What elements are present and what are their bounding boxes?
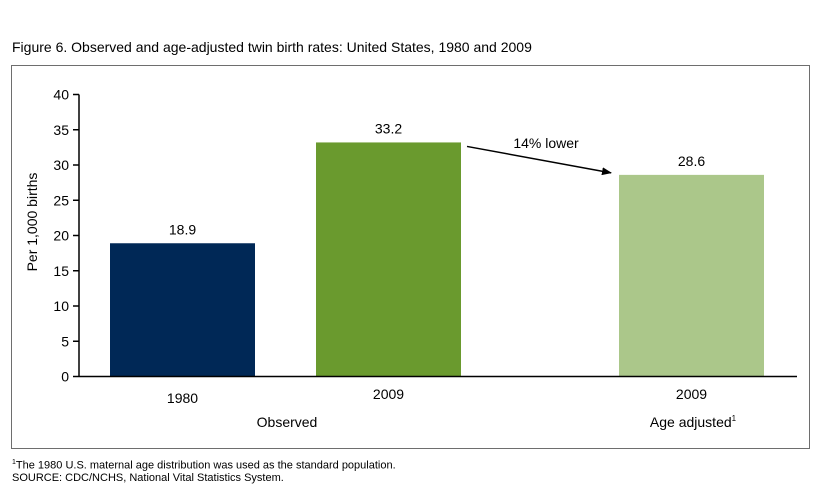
group-labels: Observed Age adjusted1 [257, 414, 737, 430]
y-tick-label: 20 [53, 228, 69, 244]
footnote-marker: 1 [12, 459, 16, 466]
bar [619, 174, 764, 377]
chart-frame [11, 65, 810, 449]
chart-title: Figure 6. Observed and age-adjusted twin… [12, 39, 532, 55]
annotation-label: 14% lower [513, 135, 579, 151]
group-label-note: 1 [732, 414, 737, 423]
y-tick-label: 15 [53, 263, 69, 279]
bar-value-label: 18.9 [169, 221, 196, 237]
y-tick-label: 0 [61, 369, 69, 385]
x-tick-label: 2009 [676, 386, 707, 402]
bar [316, 142, 461, 377]
annotation: 14% lower [466, 135, 612, 176]
footnote-text: The 1980 U.S. maternal age distribution … [15, 459, 396, 472]
bar-value-label: 33.2 [375, 120, 402, 136]
bar-value-label: 28.6 [678, 153, 705, 169]
x-tick-label: 2009 [373, 386, 404, 402]
y-axis-title: Per 1,000 births [24, 173, 40, 272]
y-tick-label: 5 [61, 333, 69, 349]
y-tick-label: 40 [53, 87, 69, 103]
footnote-note: 1The 1980 U.S. maternal age distribution… [12, 459, 396, 472]
bars: 18.9 1980 33.2 2009 28.6 2009 [110, 120, 764, 406]
y-axis: 0 5 10 15 20 25 30 35 40 [53, 87, 80, 385]
x-tick-label: 1980 [167, 390, 198, 406]
footnote-source: SOURCE: CDC/NCHS, National Vital Statist… [12, 472, 284, 484]
bar [110, 243, 255, 377]
y-tick-label: 10 [53, 298, 69, 314]
group-label: Observed [257, 414, 318, 430]
y-tick-label: 35 [53, 122, 69, 138]
y-tick-label: 30 [53, 157, 69, 173]
annotation-arrow [466, 145, 612, 176]
group-label: Age adjusted1 [650, 414, 737, 430]
y-tick-label: 25 [53, 192, 69, 208]
